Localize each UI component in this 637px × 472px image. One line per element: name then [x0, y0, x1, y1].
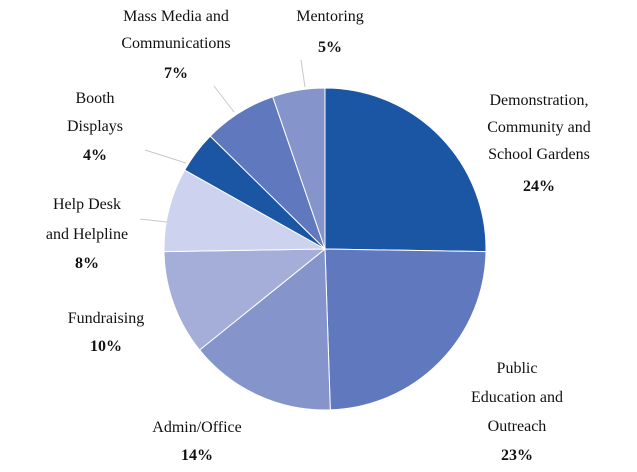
slice-value-label: 7% [164, 65, 188, 82]
slice-label: Public Education and Outreach [471, 360, 563, 435]
slice-label: Demonstration, Community and School Garden… [487, 92, 591, 163]
slice-value-label: 23% [501, 447, 533, 464]
pie-slice [324, 87, 487, 253]
slice-value-label: 14% [181, 447, 213, 464]
slice-value-label: 8% [75, 255, 99, 272]
slice-label: Help Desk and Helpline [46, 196, 128, 243]
pie-slice [163, 169, 327, 253]
leader-line [300, 59, 306, 88]
slice-value-label: 4% [83, 147, 107, 164]
slice-label: Mass Media and Communications [121, 8, 230, 52]
slice-value-label: 10% [90, 338, 122, 355]
slice-value-label: 5% [318, 39, 342, 56]
pie-slice [198, 247, 331, 411]
pie-slice [272, 87, 326, 250]
slice-label: Fundraising [68, 310, 144, 327]
slice-label: Admin/Office [152, 419, 241, 436]
pie-slice [324, 248, 487, 411]
slice-label: Mentoring [296, 8, 364, 25]
slice-value-label: 24% [523, 178, 555, 195]
pie-slice [163, 248, 327, 351]
leader-line [144, 149, 187, 164]
leader-line [213, 85, 235, 113]
slice-label: Booth Displays [67, 90, 123, 135]
leader-line [139, 218, 168, 223]
